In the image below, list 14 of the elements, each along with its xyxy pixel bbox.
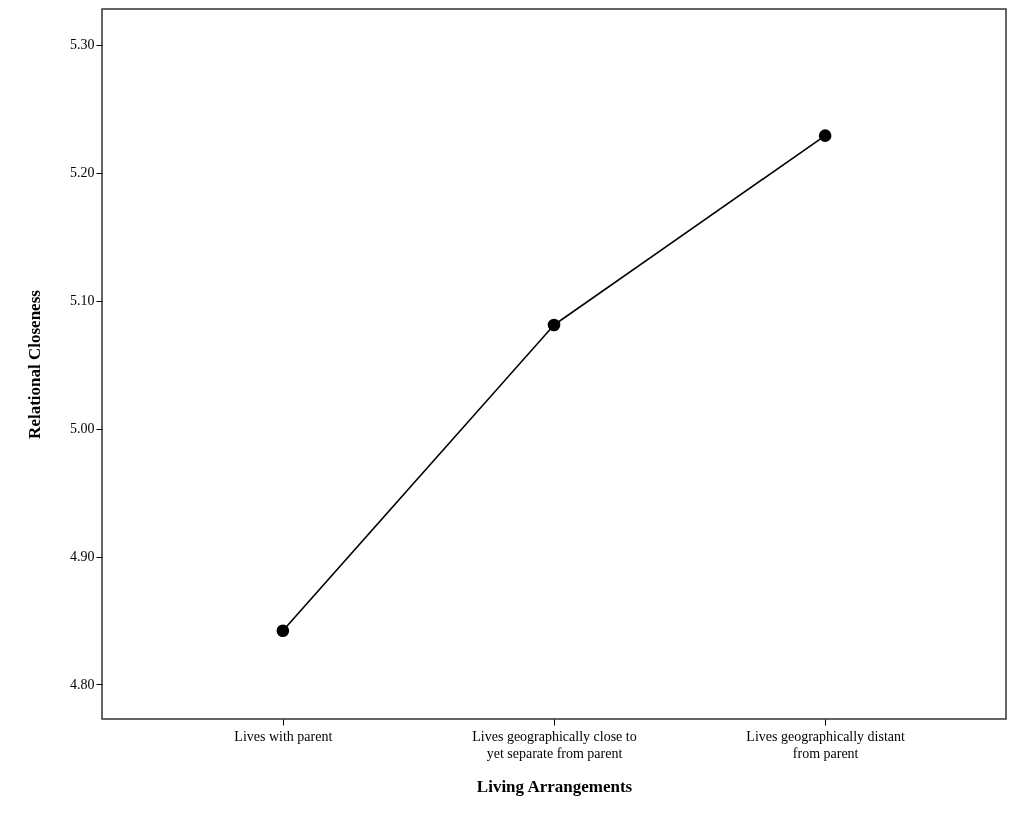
y-tick-label: 5.20 [70,165,95,181]
x-axis-title: Living Arrangements [476,776,633,796]
x-tick-label: Lives with parent [234,728,333,744]
y-tick-label: 4.80 [70,676,95,692]
y-tick-label: 4.90 [70,549,95,565]
point [818,129,832,142]
y-tick-label: 5.00 [70,421,95,437]
point [276,624,290,638]
y-axis-title: Relational Closeness [25,289,44,439]
x-tick-label: Lives geographically distant from parent [746,728,906,761]
x-tick-label: Lives geographically close to yet separate from parent [472,728,637,761]
point [547,318,561,332]
y-tick-label: 5.30 [70,37,95,53]
y-tick-label: 5.10 [70,293,95,309]
